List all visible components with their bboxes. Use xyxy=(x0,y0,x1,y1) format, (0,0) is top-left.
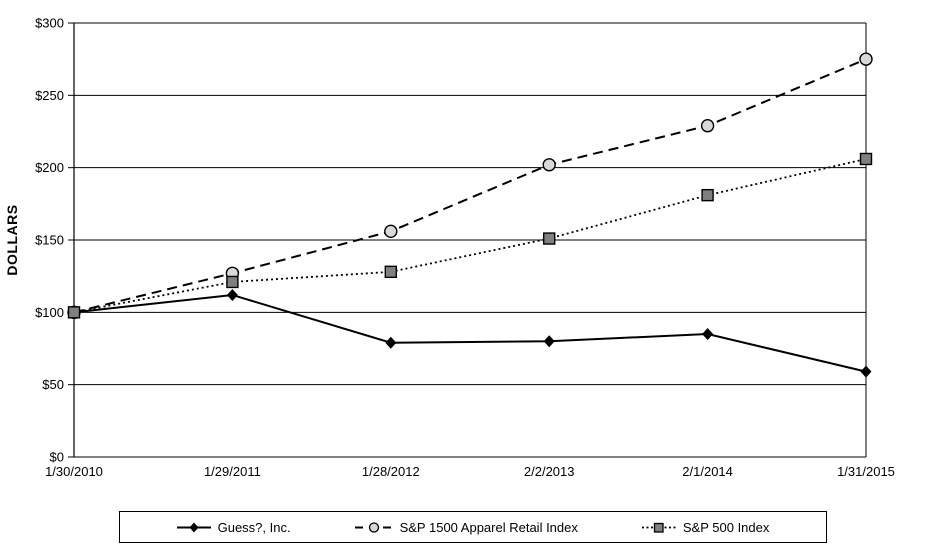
marker-guess-inc-1-28-2012 xyxy=(385,336,397,349)
series-line-s-p-1500-apparel-retail-index xyxy=(73,58,867,314)
marker-guess-inc-1-29-2011 xyxy=(226,288,238,301)
legend-item-sp1500-apparel: S&P 1500 Apparel Retail Index xyxy=(354,519,578,535)
marker-s-p-1500-apparel-retail-index-1-28-2012 xyxy=(384,224,398,239)
y-axis-title: DOLLARS xyxy=(4,204,20,275)
marker-guess-inc-1-31-2015 xyxy=(860,365,872,378)
marker-guess-inc-2-2-2013 xyxy=(543,335,555,348)
series-line-s-p-500-index xyxy=(73,158,867,314)
x-tick-label-2-2-2013: 2/2/2013 xyxy=(524,464,575,479)
y-tick-label-200: $200 xyxy=(35,160,64,175)
series-line-guess-inc xyxy=(73,293,867,373)
chart-legend: Guess?, Inc. S&P 1500 Apparel Retail Ind… xyxy=(119,511,827,543)
x-tick-label-1-30-2010: 1/30/2010 xyxy=(45,464,103,479)
x-tick-label-1-31-2015: 1/31/2015 xyxy=(837,464,895,479)
legend-label-guess-inc: Guess?, Inc. xyxy=(217,519,291,535)
y-tick-label-0: $0 xyxy=(50,450,64,465)
solid-diamond-line-icon xyxy=(176,522,211,532)
marker-s-p-500-index-2-2-2013 xyxy=(543,232,556,245)
dotted-square-line-icon xyxy=(641,522,676,533)
x-tick-label-2-1-2014: 2/1/2014 xyxy=(682,464,733,479)
legend-item-sp500: S&P 500 Index xyxy=(641,519,770,535)
x-tick-label-1-28-2012: 1/28/2012 xyxy=(362,464,420,479)
y-tick-label-250: $250 xyxy=(35,88,64,103)
marker-s-p-500-index-1-31-2015 xyxy=(859,152,873,166)
y-tick-label-150: $150 xyxy=(35,233,64,248)
marker-s-p-1500-apparel-retail-index-2-2-2013 xyxy=(542,158,556,172)
performance-line-chart: $0 $50 $100 $150 $200 $250 $300 1/30/2010 1/29/2… xyxy=(4,16,895,480)
dashed-circle-line-icon xyxy=(354,521,393,533)
legend-label-sp1500-apparel: S&P 1500 Apparel Retail Index xyxy=(399,519,578,535)
y-tick-label-50: $50 xyxy=(42,377,64,392)
y-tick-label-100: $100 xyxy=(35,305,64,320)
marker-s-p-500-index-1-28-2012 xyxy=(384,265,397,279)
marker-s-p-1500-apparel-retail-index-2-1-2014 xyxy=(700,119,715,133)
x-tick-label-1-29-2011: 1/29/2011 xyxy=(204,464,261,479)
marker-s-p-500-index-1-30-2010 xyxy=(67,306,81,319)
legend-label-sp500: S&P 500 Index xyxy=(682,519,770,535)
marker-s-p-1500-apparel-retail-index-1-31-2015 xyxy=(859,52,873,66)
marker-s-p-500-index-1-29-2011 xyxy=(226,275,239,289)
marker-s-p-500-index-2-1-2014 xyxy=(701,188,714,202)
marker-guess-inc-2-1-2014 xyxy=(702,328,714,341)
y-tick-label-300: $300 xyxy=(35,16,64,31)
legend-item-guess-inc: Guess?, Inc. xyxy=(176,519,291,535)
